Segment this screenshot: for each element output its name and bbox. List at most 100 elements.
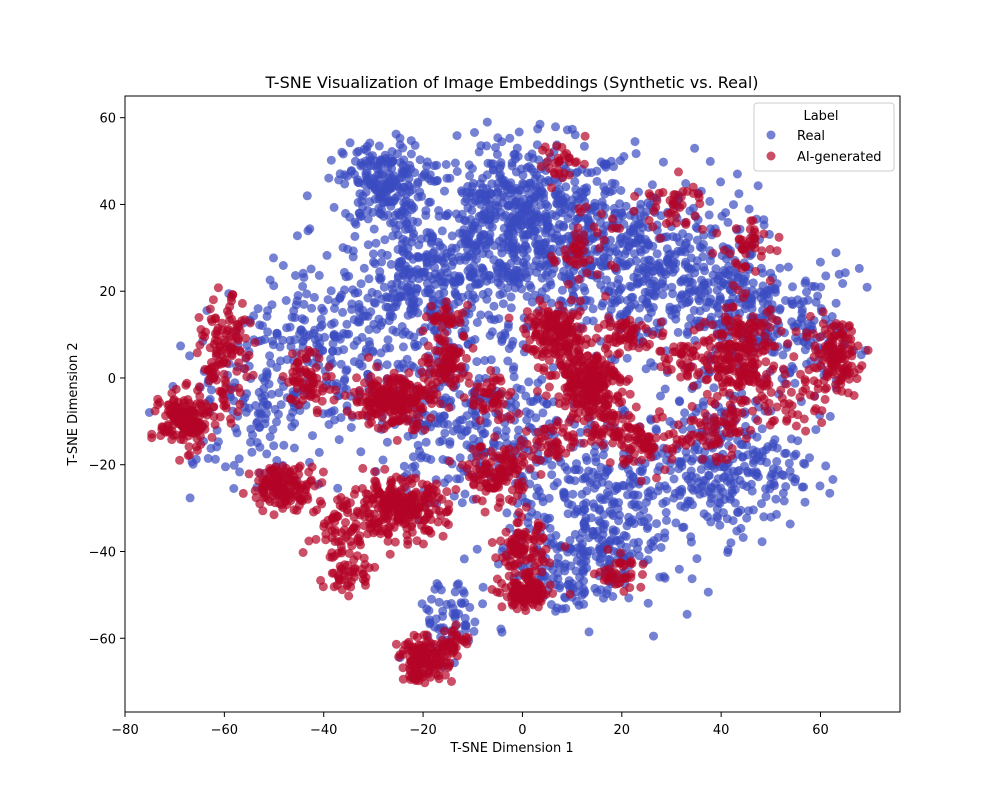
- point-real: [484, 271, 494, 281]
- point-real: [450, 610, 460, 620]
- point-real: [811, 297, 821, 307]
- point-real: [427, 256, 437, 266]
- point-real: [771, 494, 781, 504]
- point-ai-generated: [258, 506, 268, 516]
- point-real: [489, 439, 499, 449]
- point-real: [766, 268, 776, 278]
- point-real: [460, 598, 470, 608]
- point-real: [339, 345, 349, 355]
- point-real: [449, 299, 459, 309]
- point-real: [498, 198, 508, 208]
- point-ai-generated: [418, 404, 428, 413]
- point-real: [561, 603, 571, 613]
- point-real: [505, 188, 515, 198]
- point-ai-generated: [280, 473, 290, 483]
- point-real: [478, 263, 487, 273]
- point-real: [532, 510, 542, 520]
- point-ai-generated: [420, 525, 430, 535]
- point-real: [385, 154, 395, 164]
- point-ai-generated: [403, 539, 413, 549]
- point-real: [465, 171, 475, 181]
- point-real: [393, 149, 402, 159]
- point-ai-generated: [163, 426, 173, 436]
- point-ai-generated: [404, 368, 414, 378]
- point-real: [382, 250, 392, 260]
- point-ai-generated: [376, 529, 385, 539]
- point-real: [338, 243, 348, 253]
- point-real: [272, 362, 282, 372]
- point-real: [429, 161, 439, 171]
- point-real: [508, 365, 518, 375]
- point-real: [685, 288, 695, 297]
- point-real: [507, 272, 517, 282]
- point-real: [563, 580, 573, 590]
- point-real: [598, 450, 608, 460]
- point-real: [628, 490, 638, 500]
- point-real: [348, 246, 358, 256]
- point-real: [191, 454, 201, 464]
- point-ai-generated: [440, 313, 450, 323]
- point-real: [600, 519, 610, 529]
- point-real: [789, 451, 799, 461]
- point-real: [212, 442, 222, 452]
- point-ai-generated: [438, 531, 448, 541]
- point-ai-generated: [402, 388, 412, 398]
- point-real: [799, 458, 809, 468]
- point-real: [403, 431, 413, 441]
- point-real: [333, 483, 343, 493]
- point-real: [519, 180, 529, 190]
- point-real: [454, 213, 464, 223]
- point-ai-generated: [508, 496, 517, 506]
- point-ai-generated: [407, 519, 417, 529]
- point-real: [369, 182, 379, 192]
- point-ai-generated: [495, 493, 505, 503]
- point-real: [332, 379, 342, 388]
- point-ai-generated: [380, 464, 390, 474]
- point-ai-generated: [310, 348, 320, 357]
- point-ai-generated: [185, 410, 195, 420]
- point-real: [531, 256, 541, 266]
- point-real: [453, 424, 463, 434]
- point-real: [452, 131, 462, 141]
- point-real: [421, 288, 430, 298]
- point-ai-generated: [487, 538, 497, 547]
- point-real: [693, 445, 703, 455]
- point-real: [800, 497, 810, 507]
- point-real: [457, 186, 466, 196]
- point-real: [279, 440, 289, 450]
- point-ai-generated: [470, 388, 480, 398]
- point-real: [466, 336, 476, 346]
- point-real: [550, 233, 560, 243]
- point-ai-generated: [548, 589, 558, 598]
- point-real: [339, 267, 349, 277]
- point-real: [689, 305, 699, 315]
- point-ai-generated: [278, 372, 288, 381]
- point-real: [398, 143, 408, 153]
- point-real: [831, 298, 841, 308]
- point-real: [575, 427, 585, 437]
- point-real: [335, 334, 345, 344]
- point-real: [582, 456, 592, 465]
- point-real: [403, 287, 413, 297]
- point-ai-generated: [435, 399, 445, 409]
- point-ai-generated: [298, 548, 308, 557]
- point-real: [506, 303, 516, 313]
- point-ai-generated: [221, 378, 231, 388]
- point-real: [699, 488, 709, 498]
- point-real: [306, 264, 316, 274]
- point-real: [246, 437, 256, 447]
- point-real: [585, 296, 595, 306]
- point-real: [459, 554, 469, 564]
- point-real: [595, 554, 605, 564]
- point-ai-generated: [340, 391, 350, 400]
- point-real: [628, 479, 638, 489]
- point-real: [580, 587, 590, 597]
- point-real: [825, 411, 835, 421]
- point-real: [349, 357, 359, 367]
- point-real: [788, 364, 798, 374]
- point-real: [282, 355, 292, 365]
- point-ai-generated: [468, 343, 478, 353]
- point-real: [382, 197, 392, 207]
- point-ai-generated: [565, 589, 575, 599]
- point-real: [738, 533, 748, 542]
